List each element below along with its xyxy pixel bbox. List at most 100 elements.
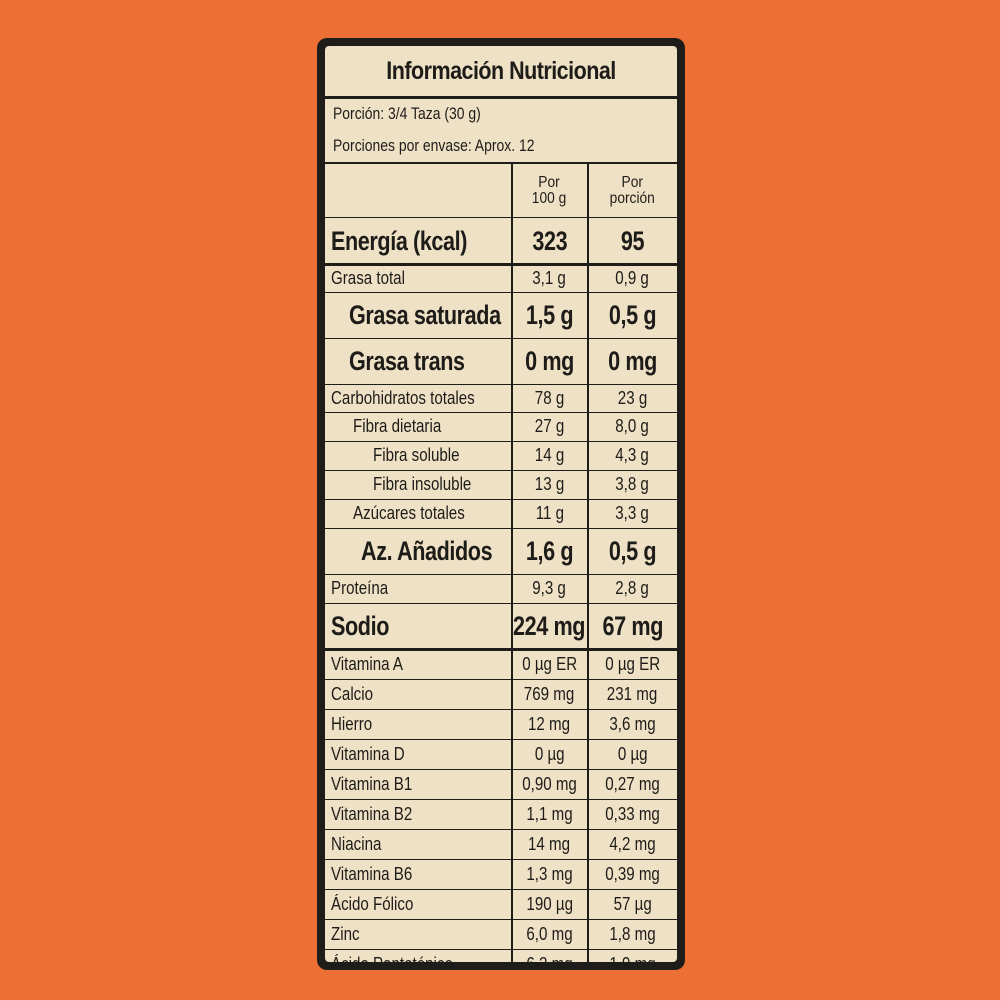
value-per-100g-vitamina-b6: 1,3 mg (511, 859, 588, 889)
value-per-100g-acido-folico-text: 190 µg (526, 893, 573, 914)
value-per-100g-carbohidratos-totales-text: 78 g (534, 387, 565, 408)
value-per-100g-grasa-total: 3,1 g (511, 264, 588, 292)
nutrient-name-acido-folico-text: Ácido Fólico (331, 893, 414, 914)
nutrient-name-calcio: Calcio (325, 679, 517, 709)
column-header-per-portion-line2: porción (609, 190, 656, 207)
row-divider (325, 263, 677, 266)
value-per-100g-energia-kcal: 323 (511, 218, 588, 264)
value-per-portion-energia-kcal: 95 (588, 218, 677, 264)
value-per-portion-niacina-text: 4,2 mg (609, 833, 656, 854)
value-per-portion-vitamina-b1: 0,27 mg (588, 769, 677, 799)
value-per-100g-vitamina-d-text: 0 µg (534, 743, 565, 764)
value-per-100g-hierro: 12 mg (511, 709, 588, 739)
column-header-per-100g-line2: 100 g (532, 190, 567, 207)
nutrient-name-zinc-text: Zinc (331, 923, 360, 944)
row-divider (325, 292, 677, 293)
row-divider (325, 470, 677, 471)
column-divider-left (511, 164, 513, 962)
row-divider (325, 709, 677, 710)
nutrient-name-acido-folico: Ácido Fólico (325, 889, 517, 919)
value-per-100g-vitamina-b2: 1,1 mg (511, 799, 588, 829)
value-per-100g-grasa-trans: 0 mg (511, 338, 588, 384)
value-per-100g-carbohidratos-totales: 78 g (511, 384, 588, 412)
value-per-portion-zinc-text: 1,8 mg (609, 923, 656, 944)
value-per-100g-azucares-totales-text: 11 g (535, 503, 564, 523)
value-per-100g-vitamina-b6-text: 1,3 mg (526, 863, 573, 884)
value-per-portion-hierro-text: 3,6 mg (609, 713, 656, 734)
nutrient-name-fibra-insoluble: Fibra insoluble (325, 470, 559, 499)
row-divider (325, 739, 677, 740)
column-header-per-100g: Por 100 g (511, 164, 588, 218)
value-per-portion-vitamina-d: 0 µg (588, 739, 677, 769)
nutrient-name-azucares-totales: Azúcares totales (325, 499, 539, 528)
value-per-portion-grasa-saturada-text: 0,5 g (608, 299, 657, 330)
value-per-100g-zinc-text: 6,0 mg (526, 923, 573, 944)
row-divider (325, 528, 677, 529)
value-per-portion-fibra-soluble-text: 4,3 g (615, 445, 650, 465)
row-divider (325, 829, 677, 830)
value-per-portion-carbohidratos-totales: 23 g (588, 384, 677, 412)
value-per-portion-calcio-text: 231 mg (607, 683, 658, 704)
nutrient-name-zinc: Zinc (325, 919, 517, 949)
nutrient-name-az-anadidos: Az. Añadidos (325, 528, 547, 574)
nutrient-name-vitamina-d-text: Vitamina D (331, 743, 405, 764)
nutrient-name-grasa-total: Grasa total (325, 264, 517, 292)
value-per-100g-grasa-saturada-text: 1,5 g (525, 299, 574, 330)
row-divider (325, 859, 677, 860)
value-per-portion-fibra-insoluble-text: 3,8 g (615, 474, 650, 494)
nutrient-name-vitamina-b1-text: Vitamina B1 (331, 773, 413, 794)
value-per-100g-acido-folico: 190 µg (511, 889, 588, 919)
value-per-100g-vitamina-b2-text: 1,1 mg (526, 803, 573, 824)
nutrient-name-vitamina-b6-text: Vitamina B6 (331, 863, 413, 884)
nutrient-name-vitamina-a-text: Vitamina A (331, 653, 404, 674)
value-per-portion-acido-pantotenico: 1,9 mg (588, 949, 677, 963)
nutrient-name-energia-kcal-text: Energía (kcal) (331, 225, 468, 256)
nutrient-name-grasa-trans-text: Grasa trans (349, 345, 465, 376)
nutrient-name-hierro: Hierro (325, 709, 517, 739)
value-per-portion-vitamina-b2-text: 0,33 mg (605, 803, 660, 824)
nutrient-name-hierro-text: Hierro (331, 713, 373, 734)
nutrient-name-calcio-text: Calcio (331, 683, 374, 704)
value-per-100g-calcio-text: 769 mg (524, 683, 575, 704)
value-per-portion-vitamina-a: 0 µg ER (588, 649, 677, 679)
value-per-100g-acido-pantotenico-text: 6,2 mg (526, 954, 572, 963)
column-header-per-100g-line1: Por (538, 174, 561, 191)
nutrient-name-grasa-total-text: Grasa total (331, 267, 405, 288)
nutrient-name-fibra-insoluble-text: Fibra insoluble (373, 474, 472, 494)
value-per-portion-fibra-insoluble: 3,8 g (588, 470, 677, 499)
value-per-100g-vitamina-b1: 0,90 mg (511, 769, 588, 799)
row-divider (325, 499, 677, 500)
nutrient-name-niacina: Niacina (325, 829, 517, 859)
row-divider (325, 384, 677, 385)
value-per-portion-fibra-soluble: 4,3 g (588, 441, 677, 470)
nutrient-name-energia-kcal: Energía (kcal) (325, 218, 517, 264)
value-per-portion-fibra-dietaria: 8,0 g (588, 412, 677, 441)
value-per-portion-grasa-total: 0,9 g (588, 264, 677, 292)
row-divider (325, 799, 677, 800)
nutrient-name-vitamina-a: Vitamina A (325, 649, 517, 679)
value-per-portion-sodio-text: 67 mg (602, 610, 663, 641)
value-per-portion-az-anadidos: 0,5 g (588, 528, 677, 574)
value-per-portion-zinc: 1,8 mg (588, 919, 677, 949)
value-per-portion-vitamina-b1-text: 0,27 mg (605, 773, 660, 794)
row-divider (325, 441, 677, 442)
label-title: Información Nutricional (386, 56, 616, 85)
value-per-100g-fibra-soluble-text: 14 g (534, 445, 565, 465)
value-per-100g-vitamina-d: 0 µg (511, 739, 588, 769)
value-per-100g-fibra-insoluble-text: 13 g (534, 474, 565, 494)
value-per-100g-calcio: 769 mg (511, 679, 588, 709)
nutrient-name-vitamina-b2-text: Vitamina B2 (331, 803, 413, 824)
row-divider (325, 769, 677, 770)
nutrient-name-grasa-trans: Grasa trans (325, 338, 535, 384)
nutrient-name-fibra-dietaria: Fibra dietaria (325, 412, 539, 441)
row-divider (325, 889, 677, 890)
value-per-portion-vitamina-b6: 0,39 mg (588, 859, 677, 889)
nutrient-name-acido-pantotenico-text: Ácido Pantoténico (331, 954, 453, 963)
nutrient-name-carbohidratos-totales-text: Carbohidratos totales (331, 387, 475, 408)
value-per-100g-az-anadidos-text: 1,6 g (525, 535, 574, 566)
row-divider (325, 679, 677, 680)
value-per-100g-proteina: 9,3 g (511, 574, 588, 603)
header-divider (325, 217, 677, 218)
nutrient-name-acido-pantotenico: Ácido Pantoténico (325, 949, 517, 963)
nutrient-name-proteina-text: Proteína (331, 578, 389, 598)
